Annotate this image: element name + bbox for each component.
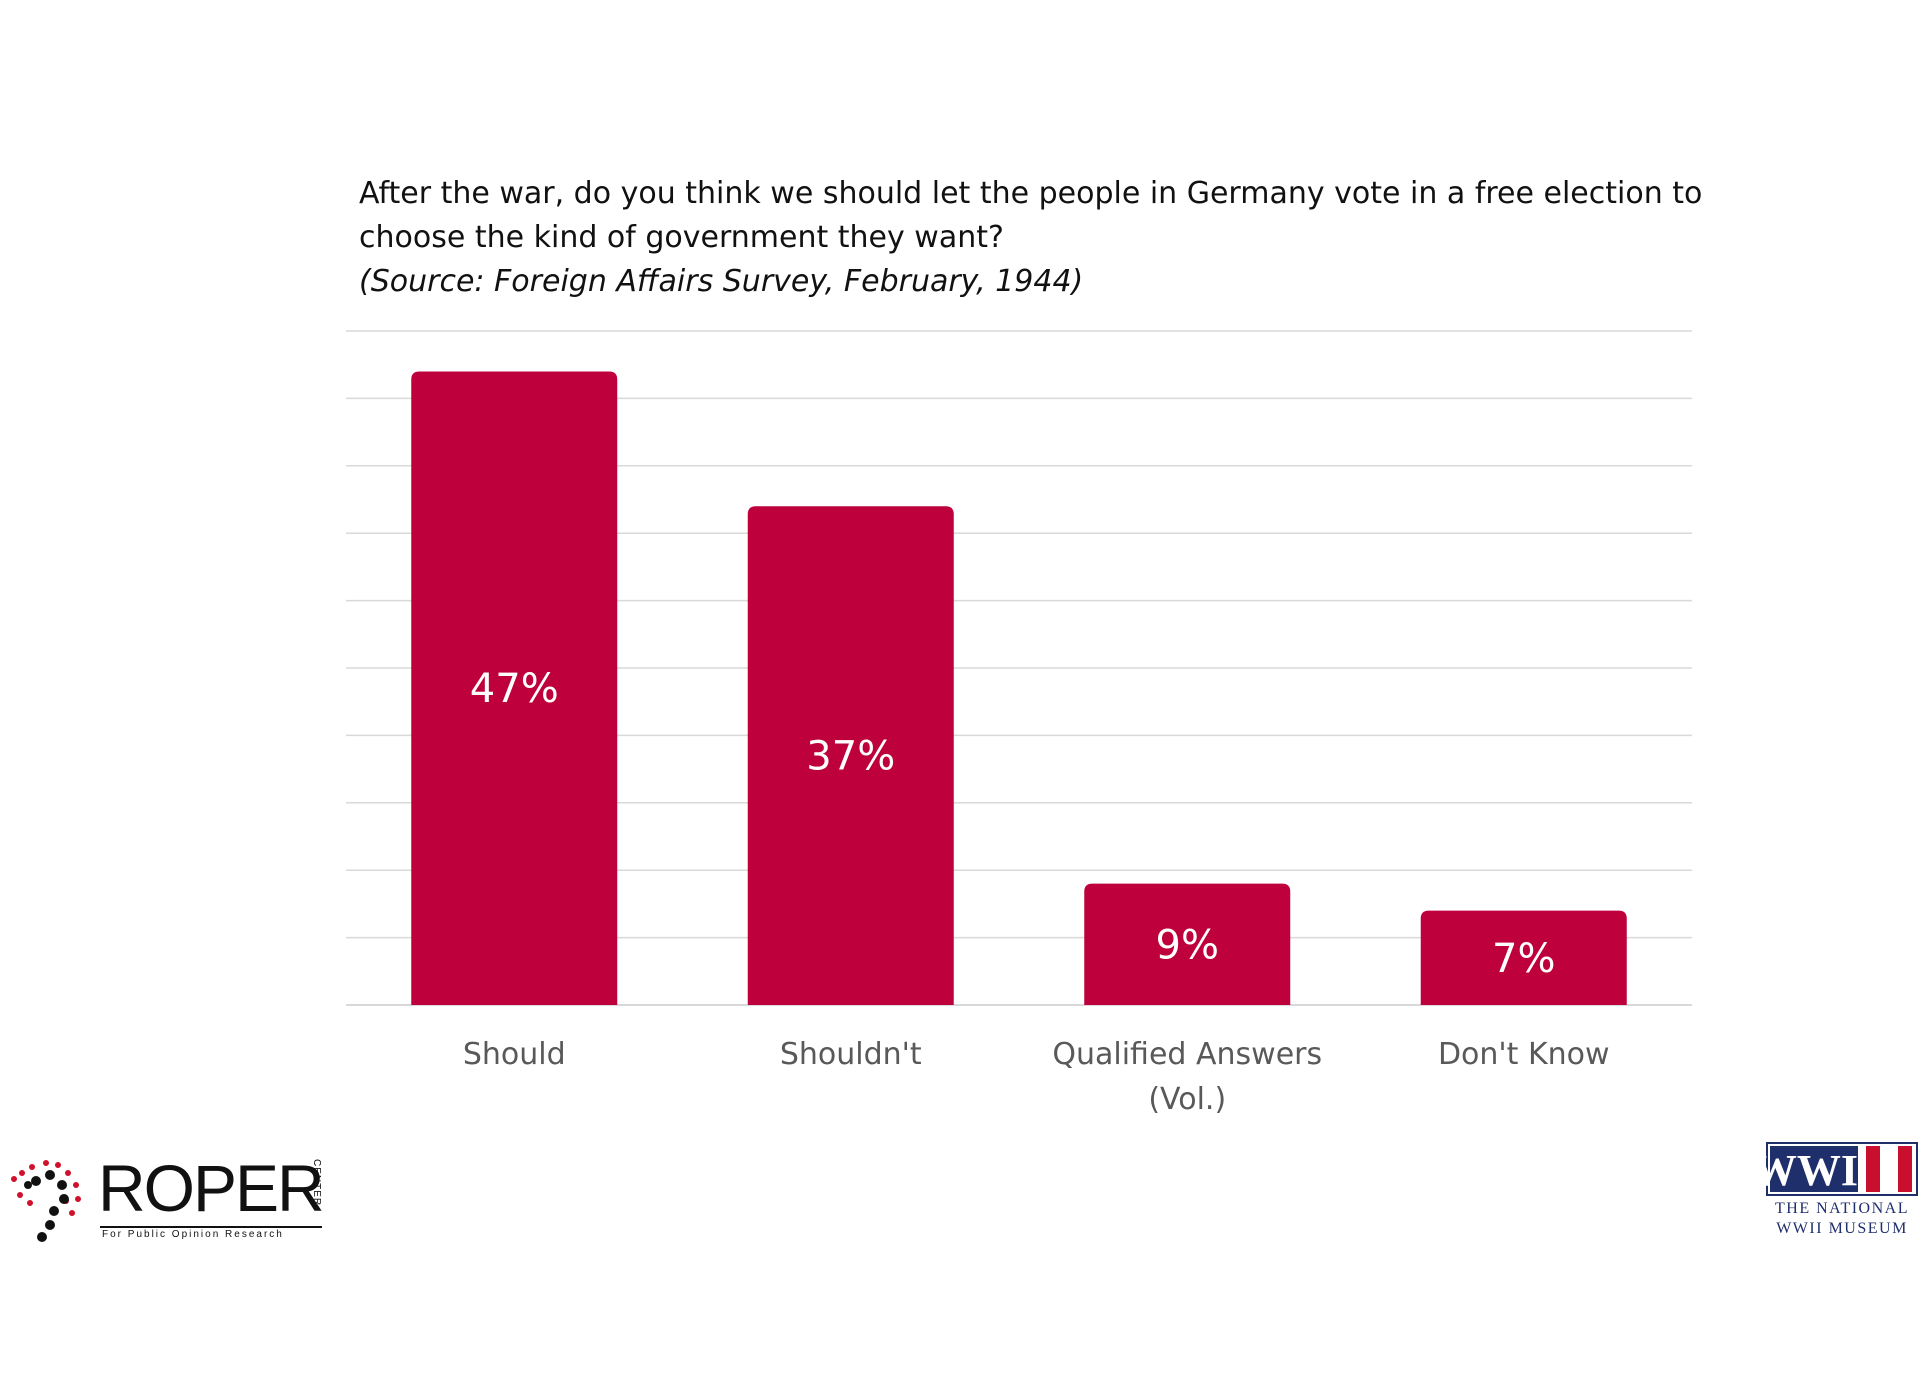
roper-divider xyxy=(100,1226,322,1228)
question-line-2: choose the kind of government they want? xyxy=(359,220,1004,255)
bar-value-label: 7% xyxy=(1492,936,1555,982)
wwii-mark-text: WWII xyxy=(1766,1146,1875,1195)
wwii-museum-logo: WWII THE NATIONAL WWII MUSEUM xyxy=(1753,1142,1918,1242)
chart-bars xyxy=(411,371,1627,1005)
category-label: Qualified Answers (Vol.) xyxy=(1052,1037,1322,1117)
category-label: Shouldn't xyxy=(780,1037,922,1072)
bar xyxy=(1420,910,1627,1005)
category-label: Don't Know xyxy=(1438,1037,1610,1072)
bar-value-label: 9% xyxy=(1156,922,1219,968)
bar-value-label: 47% xyxy=(470,666,559,712)
category-label: Should xyxy=(463,1037,566,1072)
wwii-museum-line-2: WWII MUSEUM xyxy=(1776,1220,1908,1237)
wwii-museum-line-1: THE NATIONAL xyxy=(1775,1200,1909,1217)
roper-center-logo: ROPER CENTER For Public Opinion Research xyxy=(6,1155,326,1245)
roper-molecule-icon xyxy=(11,1160,81,1242)
bar-chart: 47% 37% 9% 7% Should Shouldn't Qualified Answ… xyxy=(346,330,1692,1117)
question-line-1: After the war, do you think we should le… xyxy=(359,176,1703,211)
bar-value-label: 37% xyxy=(806,734,895,780)
chart-category-labels: Should Shouldn't Qualified Answers (Vol.) Do… xyxy=(463,1037,1610,1117)
wwii-mark-icon: WWII xyxy=(1753,1142,1918,1196)
bar xyxy=(747,506,954,1005)
question-source: (Source: Foreign Affairs Survey, Februar… xyxy=(359,264,1084,299)
bar xyxy=(1084,883,1291,1005)
chart-question: After the war, do you think we should le… xyxy=(359,172,1703,304)
roper-tagline: For Public Opinion Research xyxy=(102,1229,284,1240)
chart-value-labels: 47% 37% 9% 7% xyxy=(470,666,1556,982)
roper-wordmark: ROPER xyxy=(98,1151,325,1225)
bar xyxy=(411,371,618,1005)
roper-center-text: CENTER xyxy=(311,1159,322,1207)
